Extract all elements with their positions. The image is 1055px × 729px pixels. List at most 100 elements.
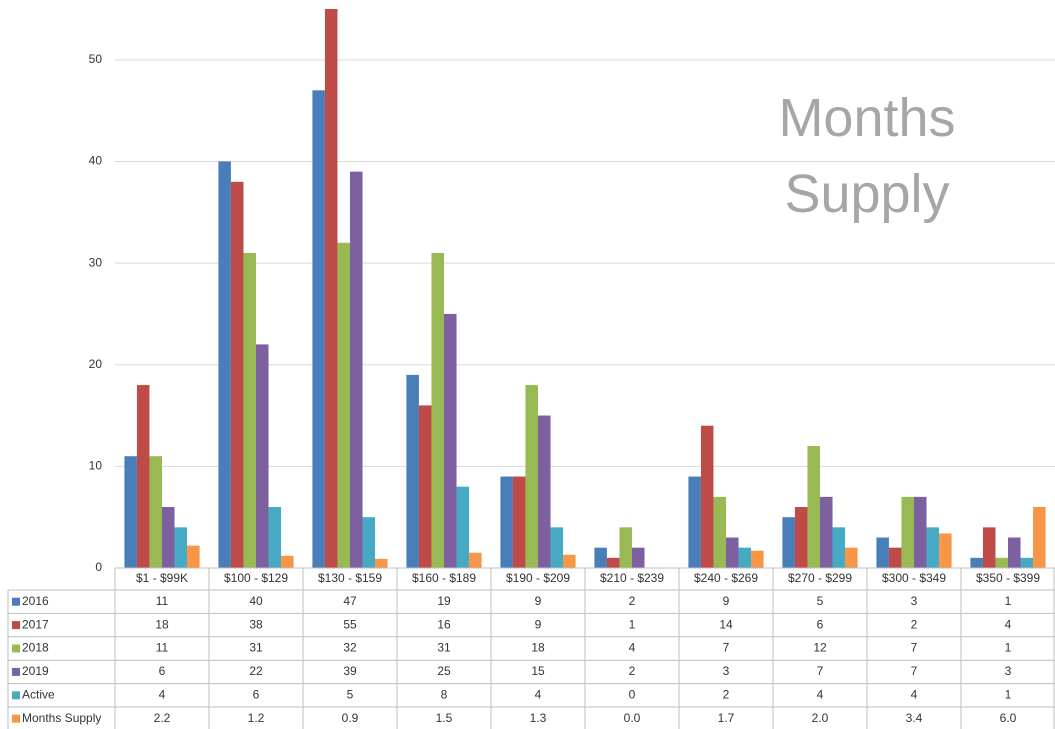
bar xyxy=(281,555,294,568)
table-cell: 14 xyxy=(719,617,733,631)
table-cell: 15 xyxy=(531,664,545,678)
bar xyxy=(606,557,620,568)
bar xyxy=(876,537,889,568)
table-cell: 40 xyxy=(249,594,263,608)
table-cell: 4 xyxy=(817,687,824,701)
table-cell: 12 xyxy=(813,641,827,655)
table-cell: 1 xyxy=(1005,687,1012,701)
x-tick-label: $210 - $239 xyxy=(600,571,664,585)
table-cell: 7 xyxy=(817,664,824,678)
table-cell: 39 xyxy=(343,664,357,678)
table-cell: 11 xyxy=(156,594,169,608)
table-cell: 32 xyxy=(343,641,357,655)
table-cell: 4 xyxy=(159,687,166,701)
table-cell: 55 xyxy=(343,617,357,631)
y-tick-label: 20 xyxy=(89,357,103,371)
chart-title: Months Supply xyxy=(778,88,956,224)
table-cell: 3 xyxy=(723,664,730,678)
table-cell: 4 xyxy=(1005,617,1012,631)
table-cell: 1.7 xyxy=(718,711,735,725)
table-cell: 2.0 xyxy=(812,711,829,725)
bar xyxy=(256,344,269,568)
table-cell: 18 xyxy=(531,641,545,655)
table-cell: 19 xyxy=(437,594,451,608)
bar xyxy=(926,527,940,568)
x-tick-label: $130 - $159 xyxy=(318,571,382,585)
bar xyxy=(700,425,714,568)
bar xyxy=(469,552,482,568)
bar xyxy=(512,476,526,568)
table-cell: 6 xyxy=(817,617,824,631)
y-tick-label: 10 xyxy=(89,459,103,473)
table-cell: 4 xyxy=(535,687,542,701)
bar xyxy=(738,547,752,568)
bar xyxy=(500,476,513,568)
table-cell: 9 xyxy=(535,617,542,631)
legend-label: 2018 xyxy=(22,641,49,655)
bar xyxy=(619,527,632,568)
table-cell: 1 xyxy=(1005,594,1012,608)
bar xyxy=(162,507,175,568)
bar xyxy=(751,550,764,568)
x-tick-label: $240 - $269 xyxy=(694,571,758,585)
table-cell: 0 xyxy=(629,687,636,701)
bar xyxy=(268,507,282,568)
bar xyxy=(218,161,231,569)
table-cell: 9 xyxy=(723,594,730,608)
bar xyxy=(688,476,701,568)
table-cell: 31 xyxy=(437,641,451,655)
table-cell: 3 xyxy=(1005,664,1012,678)
bar xyxy=(1020,557,1034,568)
bar xyxy=(726,537,739,568)
table-cell: 7 xyxy=(723,641,730,655)
table-cell: 2 xyxy=(629,594,636,608)
table-cell: 0.9 xyxy=(342,711,359,725)
bar xyxy=(832,527,846,568)
table-cell: 1.2 xyxy=(248,711,265,725)
bar xyxy=(563,554,576,568)
table-cell: 2 xyxy=(629,664,636,678)
legend-label: 2017 xyxy=(22,617,49,631)
x-tick-label: $300 - $349 xyxy=(882,571,946,585)
bar xyxy=(794,507,808,568)
legend-key xyxy=(12,691,20,700)
table-cell: 47 xyxy=(343,594,357,608)
bar xyxy=(444,313,457,568)
table-cell: 1 xyxy=(629,617,636,631)
table-cell: 4 xyxy=(629,641,636,655)
bar xyxy=(230,181,244,569)
y-tick-label: 30 xyxy=(89,255,103,269)
x-tick-label: $350 - $399 xyxy=(976,571,1040,585)
bar xyxy=(888,547,902,568)
bar xyxy=(418,405,432,568)
bar xyxy=(713,496,726,568)
bar xyxy=(406,374,419,568)
bar xyxy=(782,517,795,568)
table-cell: 2.2 xyxy=(154,711,171,725)
table-cell: 6.0 xyxy=(1000,711,1017,725)
table-cell: 9 xyxy=(535,594,542,608)
table-cell: 0.0 xyxy=(624,711,641,725)
table-cell: 6 xyxy=(253,687,260,701)
table-cell: 5 xyxy=(817,594,824,608)
table-cell: 7 xyxy=(911,664,918,678)
bar xyxy=(456,486,470,568)
bar xyxy=(324,9,338,568)
bar xyxy=(136,385,150,568)
x-tick-label: $100 - $129 xyxy=(224,571,288,585)
table-cell: 11 xyxy=(156,641,169,655)
table-cell: 5 xyxy=(347,687,354,701)
table-cell: 1 xyxy=(1005,641,1012,655)
legend-label: 2019 xyxy=(22,664,49,678)
bar xyxy=(350,171,363,569)
table-cell: 1.3 xyxy=(530,711,547,725)
y-tick-label: 0 xyxy=(95,560,102,574)
x-tick-label: $160 - $189 xyxy=(412,571,476,585)
bar xyxy=(375,558,388,568)
table-cell: 3.4 xyxy=(906,711,923,725)
legend-key xyxy=(12,644,20,653)
table-cell: 31 xyxy=(249,641,263,655)
legend-key xyxy=(12,621,20,630)
bar xyxy=(632,547,645,568)
bar xyxy=(525,385,538,568)
